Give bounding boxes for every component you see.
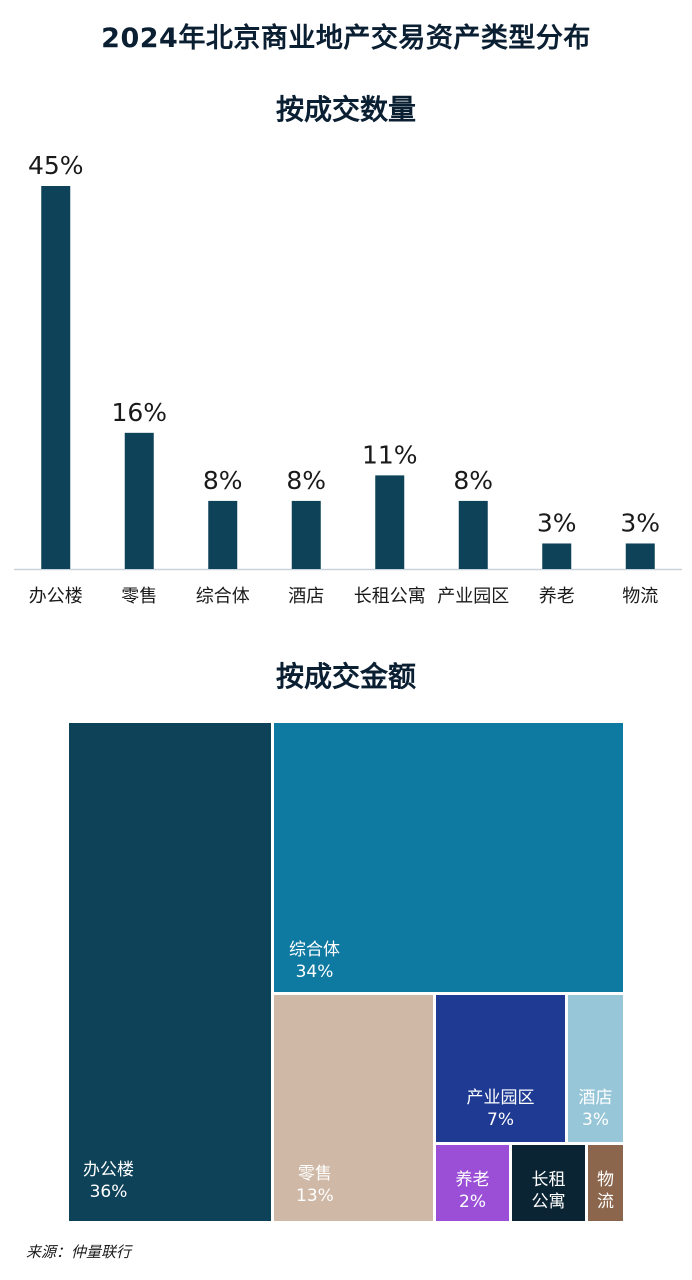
bar-value-label: 3%	[620, 508, 660, 537]
bar-value-label: 45%	[28, 151, 84, 180]
treemap-tile-3: 零售 13%	[274, 995, 433, 1221]
treemap-chart: 办公楼 36% 综合体 34% 零售 13% 产业园区 7% 酒店 3% 养老 2% 长租 公寓物流	[69, 723, 623, 1221]
treemap-tile-label: 综合体 34%	[289, 940, 340, 982]
treemap-title: 按成交金额	[275, 660, 416, 693]
x-tick-label: 养老	[539, 586, 575, 607]
bar-value-label: 8%	[453, 466, 493, 495]
x-tick-label: 长租公寓	[354, 586, 426, 607]
x-tick-label: 零售	[121, 586, 157, 607]
bar-7	[542, 543, 572, 569]
treemap-tile-7: 长租 公寓	[512, 1145, 585, 1221]
treemap-tile-1: 办公楼 36%	[69, 723, 271, 1221]
treemap-tile-8: 物流	[588, 1145, 623, 1221]
treemap-tile-4: 产业园区 7%	[436, 995, 565, 1142]
x-tick-label: 办公楼	[29, 586, 83, 607]
bar-5	[375, 475, 405, 569]
x-tick-label: 物流	[622, 586, 658, 607]
source-note: 来源：仲量联行	[26, 1243, 132, 1261]
treemap-tile-label: 长租 公寓	[531, 1170, 566, 1212]
bar-value-label: 3%	[537, 508, 577, 537]
x-tick-label: 产业园区	[437, 586, 509, 607]
treemap-tile-label: 物流	[597, 1170, 614, 1212]
treemap-tile-label: 零售 13%	[296, 1164, 334, 1206]
bar-value-label: 8%	[286, 466, 326, 495]
treemap-tile-label: 产业园区 7%	[466, 1088, 535, 1130]
x-tick-label: 综合体	[196, 586, 250, 607]
x-tick-label: 酒店	[288, 586, 324, 607]
bar-1	[41, 186, 71, 569]
bar-2	[124, 432, 154, 569]
bar-value-label: 16%	[111, 398, 167, 427]
treemap-tile-label: 养老 2%	[455, 1170, 490, 1212]
bar-6	[458, 500, 488, 569]
bar-8	[625, 543, 655, 569]
bar-4	[291, 500, 321, 569]
bar-chart: 45% 办公楼 16% 零售 8% 综合体 8% 酒店 11% 长租公寓 8% 产业园区 3% 养老 3% 物…	[14, 151, 682, 607]
treemap-tile-2: 综合体 34%	[274, 723, 623, 992]
bar-3	[208, 500, 238, 569]
bar-value-label: 11%	[362, 440, 418, 469]
chart-title: 2024年北京商业地产交易资产类型分布	[101, 23, 591, 54]
treemap-tile-6: 养老 2%	[436, 1145, 509, 1221]
treemap-tile-label: 办公楼 36%	[83, 1160, 134, 1202]
bar-chart-title: 按成交数量	[275, 93, 416, 126]
bar-value-label: 8%	[203, 466, 243, 495]
treemap-tile-label: 酒店 3%	[578, 1088, 613, 1130]
treemap-tile-5: 酒店 3%	[568, 995, 623, 1142]
